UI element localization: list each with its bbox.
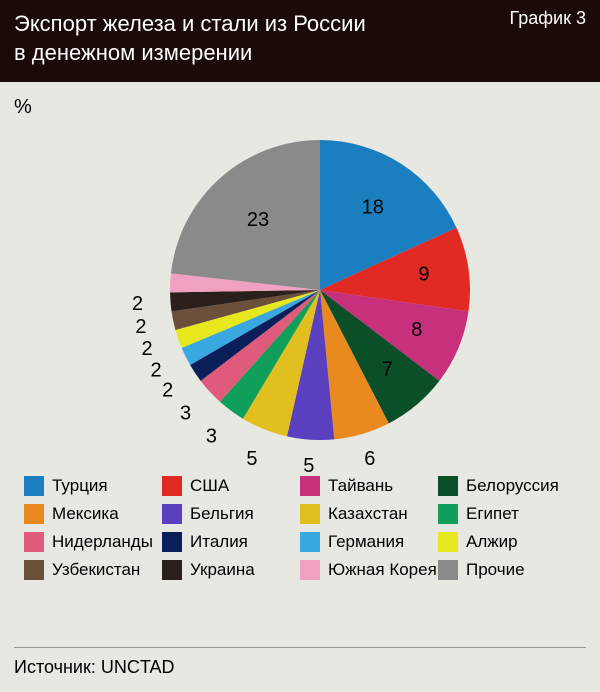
chart-title-line2: в денежном измерении: [14, 40, 252, 65]
chart-number-label: График 3: [509, 8, 586, 29]
legend-item: Алжир: [438, 532, 576, 552]
chart-title: Экспорт железа и стали из России в денеж…: [14, 10, 586, 67]
source-label: Источник: UNCTAD: [14, 657, 175, 678]
pie-slice-label: 6: [364, 448, 375, 470]
pie-svg: 18987655332222223: [90, 120, 510, 460]
legend-item: Нидерланды: [24, 532, 162, 552]
legend-item: Белоруссия: [438, 476, 576, 496]
legend-swatch: [162, 476, 182, 496]
legend-item: Турция: [24, 476, 162, 496]
legend-swatch: [438, 560, 458, 580]
legend-swatch: [162, 560, 182, 580]
legend-item: США: [162, 476, 300, 496]
page: График 3 Экспорт железа и стали из Росси…: [0, 0, 600, 692]
legend-label: Египет: [466, 504, 519, 524]
legend-label: Турция: [52, 476, 108, 496]
legend-label: Бельгия: [190, 504, 254, 524]
legend-swatch: [300, 476, 320, 496]
pie-slice-label: 8: [411, 319, 422, 341]
legend-item: Узбекистан: [24, 560, 162, 580]
pie-chart: 18987655332222223: [0, 120, 600, 460]
legend-swatch: [24, 504, 44, 524]
footer-divider: [14, 647, 586, 648]
pie-slice-label: 23: [247, 209, 269, 231]
legend-swatch: [438, 532, 458, 552]
pie-slice-label: 2: [132, 293, 143, 315]
legend-item: Казахстан: [300, 504, 438, 524]
pie-slice-label: 3: [180, 402, 191, 424]
legend-label: Тайвань: [328, 476, 393, 496]
pie-slice-label: 2: [142, 338, 153, 360]
legend-swatch: [300, 504, 320, 524]
legend-swatch: [24, 532, 44, 552]
pie-slice-label: 3: [206, 426, 217, 448]
legend-label: Прочие: [466, 560, 525, 580]
pie-slice-label: 5: [303, 455, 314, 477]
legend-item: Тайвань: [300, 476, 438, 496]
pie-slice-label: 18: [362, 196, 384, 218]
legend-item: Южная Корея: [300, 560, 438, 580]
legend-item: Италия: [162, 532, 300, 552]
chart-title-line1: Экспорт железа и стали из России: [14, 11, 366, 36]
pie-slice-label: 5: [246, 448, 257, 470]
legend: Турция США Тайвань Белоруссия Мексика Бельгия…: [24, 476, 576, 588]
legend-label: Украина: [190, 560, 255, 580]
legend-label: Казахстан: [328, 504, 408, 524]
legend-swatch: [24, 560, 44, 580]
legend-label: США: [190, 476, 229, 496]
legend-label: Нидерланды: [52, 532, 153, 552]
legend-label: Алжир: [466, 532, 518, 552]
legend-item: Германия: [300, 532, 438, 552]
legend-swatch: [162, 504, 182, 524]
legend-label: Узбекистан: [52, 560, 140, 580]
legend-item: Мексика: [24, 504, 162, 524]
pie-slice-label: 2: [162, 380, 173, 402]
legend-item: Прочие: [438, 560, 576, 580]
pie-slice-label: 9: [418, 263, 429, 285]
pie-slice: [171, 140, 320, 290]
legend-label: Белоруссия: [466, 476, 559, 496]
legend-swatch: [162, 532, 182, 552]
legend-item: Египет: [438, 504, 576, 524]
legend-swatch: [438, 504, 458, 524]
legend-label: Мексика: [52, 504, 119, 524]
y-axis-unit: %: [14, 96, 32, 119]
legend-item: Украина: [162, 560, 300, 580]
legend-item: Бельгия: [162, 504, 300, 524]
pie-slice-label: 7: [382, 359, 393, 381]
legend-label: Южная Корея: [328, 560, 437, 580]
chart-header: График 3 Экспорт железа и стали из Росси…: [0, 0, 600, 82]
legend-label: Италия: [190, 532, 248, 552]
legend-label: Германия: [328, 532, 404, 552]
pie-slice-label: 2: [150, 360, 161, 382]
pie-slice-label: 2: [135, 316, 146, 338]
legend-swatch: [438, 476, 458, 496]
legend-swatch: [24, 476, 44, 496]
legend-swatch: [300, 560, 320, 580]
legend-swatch: [300, 532, 320, 552]
